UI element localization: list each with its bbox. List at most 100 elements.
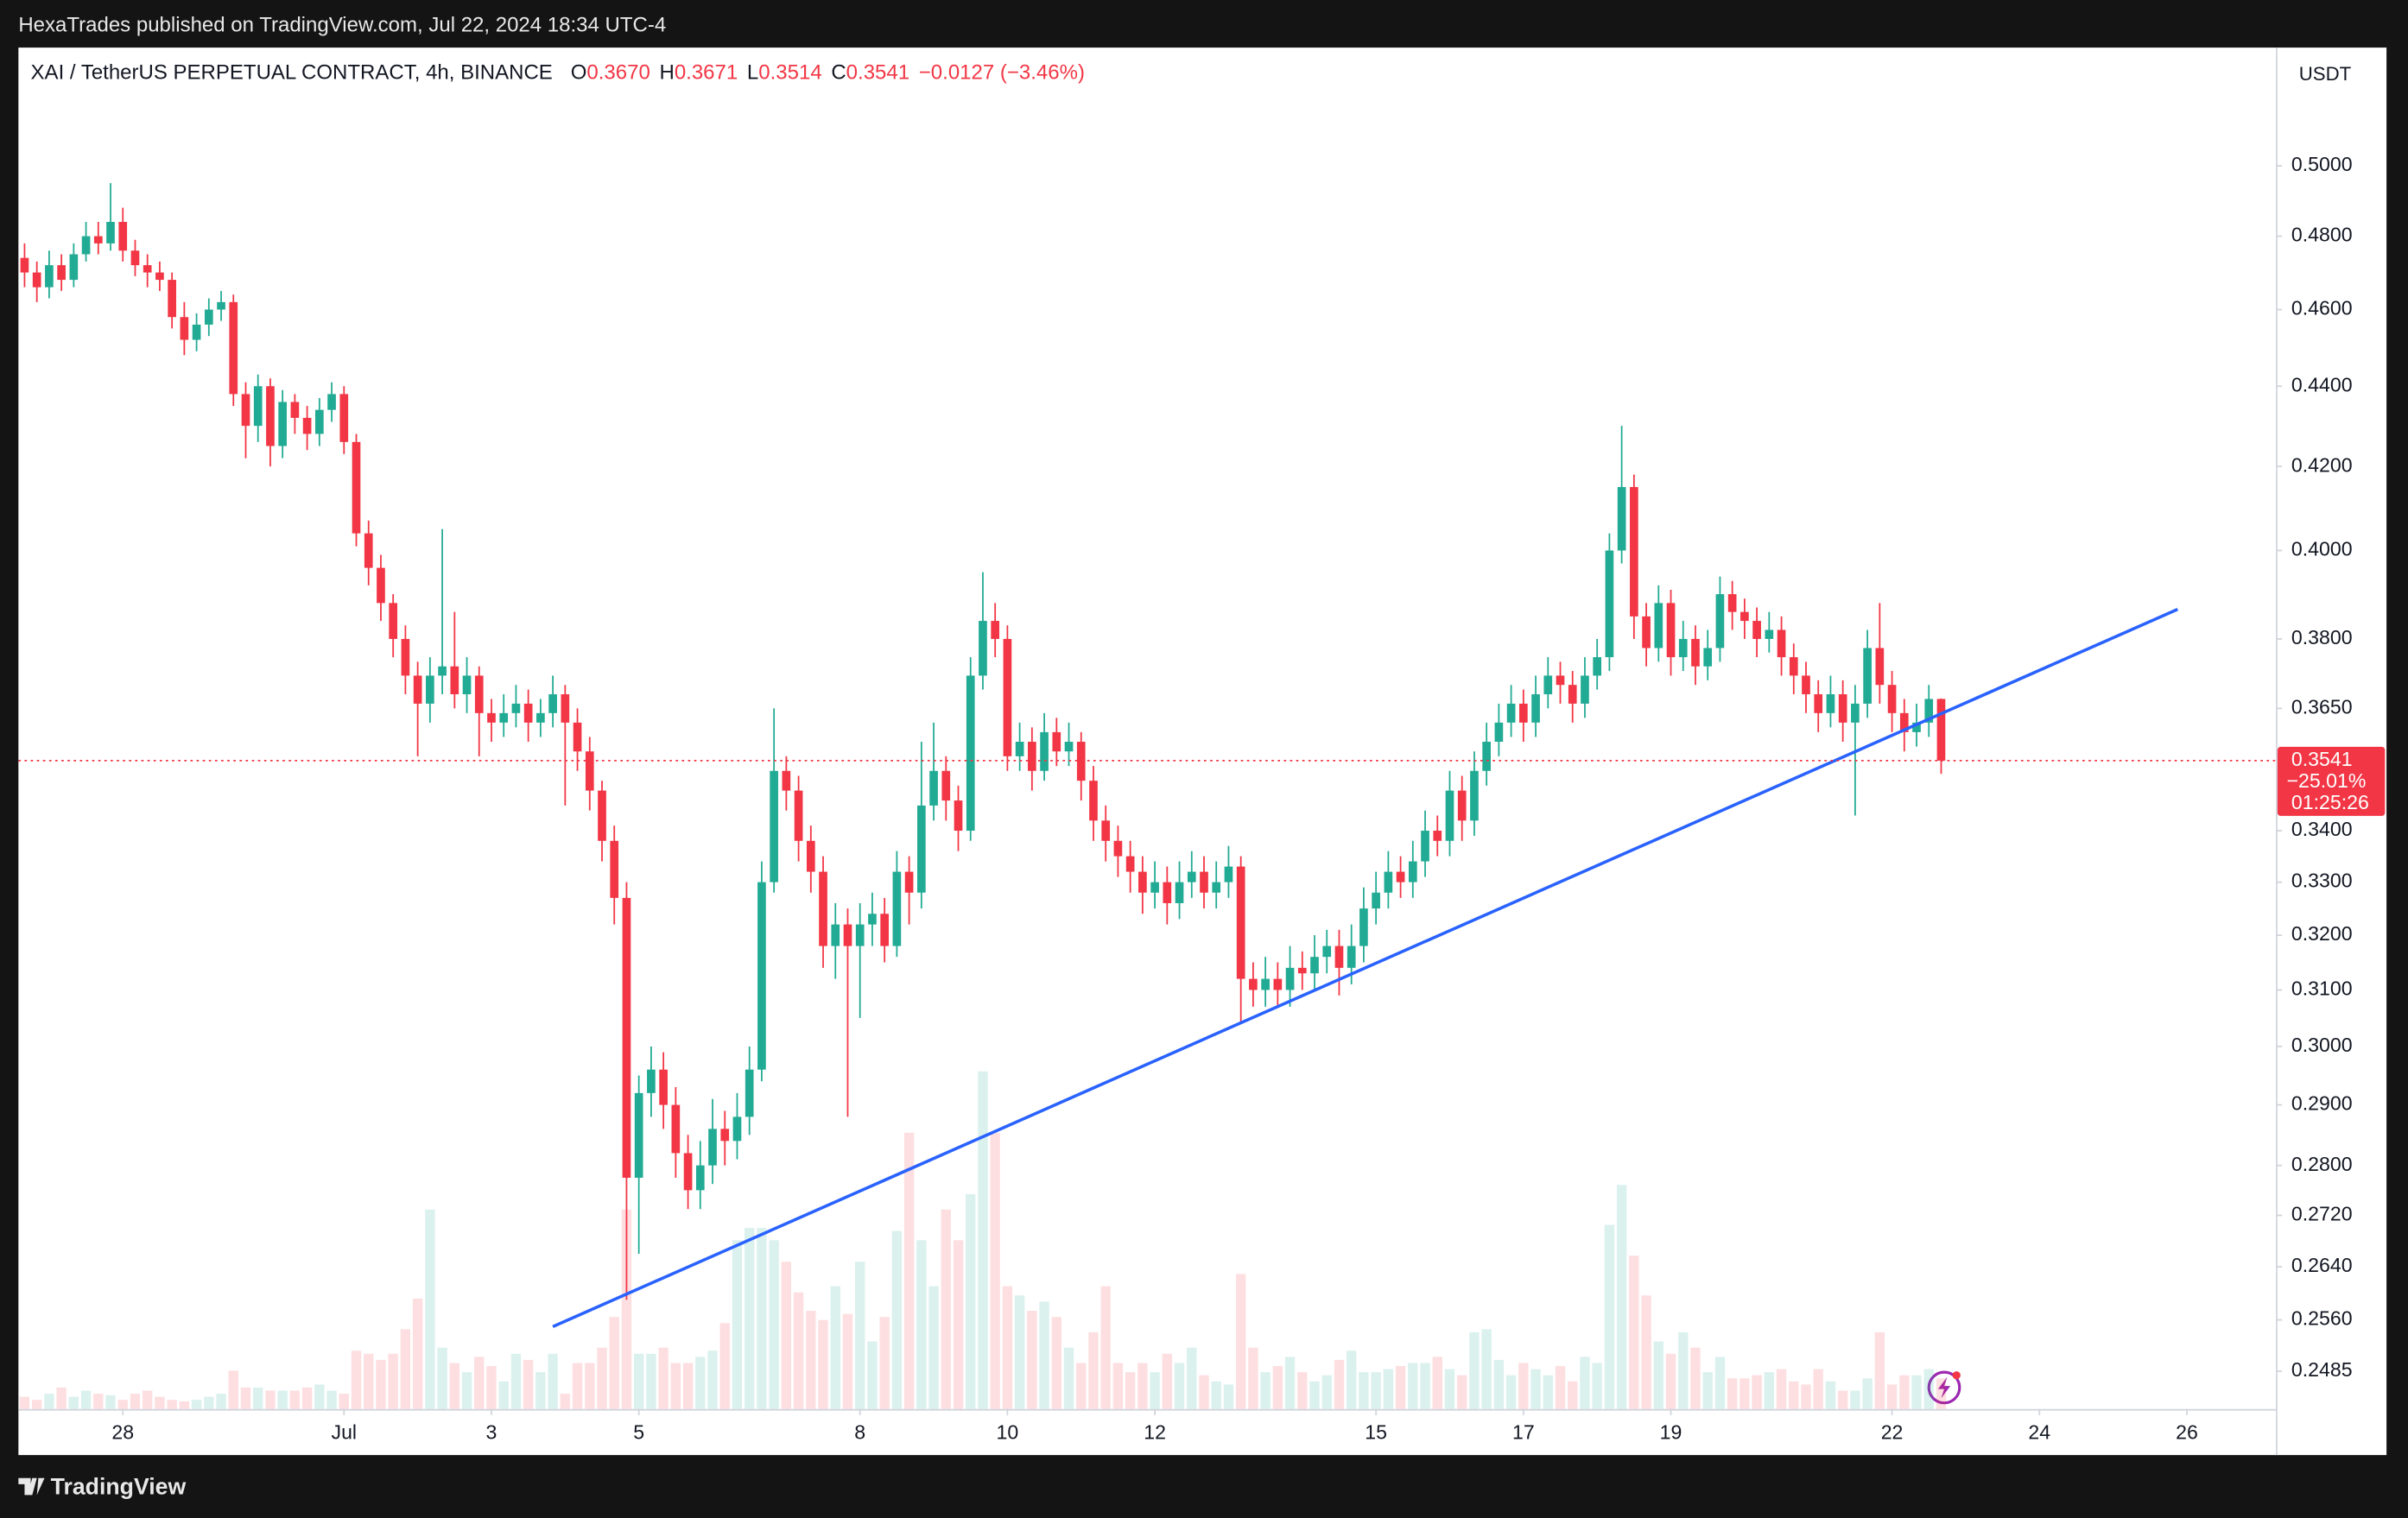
volume-bar — [548, 1353, 558, 1409]
candle-body — [1150, 882, 1159, 893]
y-tick-label: 0.4400 — [2291, 373, 2353, 395]
volume-bar — [1100, 1286, 1111, 1409]
candle-body — [290, 402, 300, 418]
volume-bar — [339, 1394, 349, 1409]
volume-bar — [1321, 1375, 1332, 1409]
candle-body — [1334, 946, 1344, 968]
x-tick-label: 3 — [486, 1420, 497, 1443]
candle-body — [302, 417, 312, 434]
candle-body — [1593, 657, 1602, 676]
currency-button[interactable] — [2282, 52, 2368, 98]
volume-bar — [1260, 1372, 1271, 1409]
chart-panel — [18, 47, 2387, 1456]
volume-bar — [80, 1390, 92, 1409]
volume-bar — [928, 1286, 939, 1409]
volume-bar — [44, 1394, 54, 1409]
candle-body — [20, 257, 29, 273]
legend-value: 0.3670 — [586, 61, 650, 85]
volume-bar — [1923, 1369, 1934, 1409]
candle-body — [732, 1116, 742, 1142]
candle-body — [499, 712, 509, 723]
volume-bar — [498, 1381, 509, 1409]
volume-bar — [867, 1341, 878, 1409]
candle-body — [831, 924, 840, 946]
candle-body — [426, 675, 434, 704]
volume-bar — [1063, 1347, 1074, 1409]
volume-bar — [535, 1372, 546, 1409]
volume-bar — [425, 1209, 435, 1409]
volume-bar — [1051, 1317, 1061, 1409]
volume-bar — [240, 1387, 251, 1409]
candle-body — [1912, 722, 1921, 732]
y-tick-label: 0.3100 — [2291, 977, 2353, 1000]
volume-bar — [1420, 1363, 1430, 1409]
volume-bar — [1911, 1375, 1922, 1409]
candle-body — [1372, 892, 1380, 909]
volume-bar — [105, 1395, 116, 1409]
candle-body — [1125, 856, 1135, 872]
candle-body — [929, 770, 938, 806]
y-tick-label: 0.2900 — [2291, 1092, 2353, 1115]
candle-body — [450, 666, 459, 695]
candle-body — [217, 301, 225, 310]
candle-body — [401, 638, 410, 676]
volume-bar — [523, 1359, 534, 1409]
volume-bar — [143, 1390, 153, 1409]
candle-body — [352, 441, 361, 534]
volume-bar — [216, 1394, 226, 1409]
candle-body — [855, 924, 865, 946]
candle-body — [1605, 550, 1614, 658]
volume-bar — [155, 1396, 165, 1409]
legend-key: H — [659, 61, 674, 85]
candle-body — [1740, 611, 1749, 622]
volume-bar — [1174, 1363, 1185, 1409]
candle-body — [1310, 957, 1319, 974]
candle-body — [585, 751, 594, 791]
volume-bar — [1395, 1366, 1406, 1409]
volume-bar — [1002, 1286, 1013, 1409]
volume-bar — [1665, 1353, 1676, 1409]
candle-body — [917, 805, 926, 893]
candle-body — [57, 265, 66, 281]
candle-body — [253, 386, 263, 427]
volume-bar — [289, 1390, 301, 1409]
candle-body — [892, 871, 902, 946]
volume-bar — [301, 1387, 313, 1409]
volume-bar — [117, 1400, 128, 1409]
candle-body — [1506, 703, 1516, 723]
alert-icon[interactable] — [1927, 1370, 1961, 1405]
candle-body — [634, 1092, 643, 1178]
candle-body — [229, 301, 238, 395]
candle-body — [266, 386, 275, 446]
volume-bar — [179, 1401, 190, 1409]
volume-bar — [1137, 1363, 1148, 1409]
currency-label[interactable]: USDT — [2299, 63, 2352, 85]
candle-body — [487, 712, 496, 723]
candle-body — [204, 309, 213, 325]
volume-bar — [510, 1353, 522, 1409]
candle-body — [1064, 742, 1074, 752]
x-tick-label: 17 — [1512, 1420, 1535, 1443]
legend-key: L — [747, 61, 758, 85]
x-tick-label: Jul — [332, 1420, 358, 1443]
volume-bar — [941, 1209, 951, 1409]
y-tick-label: 0.3000 — [2291, 1034, 2353, 1056]
candle-body — [1924, 699, 1934, 723]
volume-bar — [1076, 1363, 1087, 1409]
volume-bar — [400, 1329, 411, 1409]
candle-body — [794, 790, 803, 841]
volume-bar — [1789, 1381, 1799, 1409]
volume-bar — [891, 1230, 903, 1409]
candle-body — [904, 871, 914, 893]
footer-logo: TradingView — [18, 1473, 186, 1499]
volume-bar — [1432, 1357, 1442, 1409]
y-tick-label: 0.3200 — [2291, 922, 2353, 945]
volume-bar — [769, 1240, 779, 1409]
volume-bar — [1284, 1357, 1296, 1409]
volume-bar — [1899, 1375, 1910, 1409]
volume-bar — [1886, 1384, 1898, 1409]
volume-bar — [1125, 1372, 1136, 1409]
volume-bar — [265, 1390, 276, 1409]
candle-body — [1224, 866, 1233, 882]
